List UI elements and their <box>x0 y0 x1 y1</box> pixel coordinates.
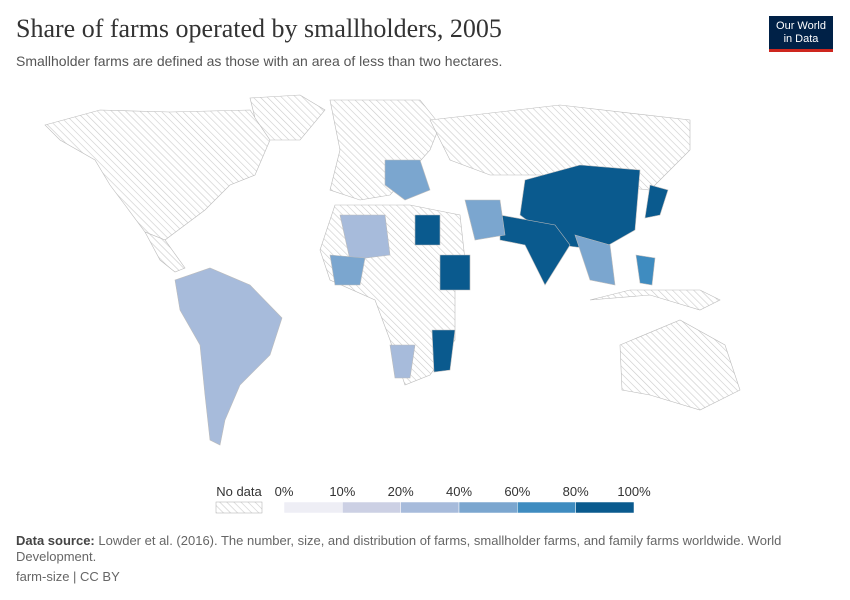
legend-label: 80% <box>563 484 589 499</box>
legend-label: 20% <box>388 484 414 499</box>
legend-swatch <box>283 501 343 514</box>
logo-line: Our World <box>776 20 826 32</box>
legend-label: 100% <box>617 484 651 499</box>
footer: Data source: Lowder et al. (2016). The n… <box>16 533 796 565</box>
legend-swatch <box>342 501 401 514</box>
countries <box>44 94 741 446</box>
legend-swatch <box>400 501 460 514</box>
legend-swatch <box>517 501 576 514</box>
legend-swatch <box>575 501 635 514</box>
source: Lowder et al. (2016). The number, size, … <box>16 533 782 564</box>
source-label: Data source: <box>16 533 95 548</box>
legend-label: 10% <box>329 484 355 499</box>
legend-label: 40% <box>446 484 472 499</box>
legend-label: 60% <box>504 484 530 499</box>
legend-label: No data <box>216 484 262 499</box>
logo-line: in Data <box>783 33 819 45</box>
chart-id: farm-size | CC BY <box>16 569 120 584</box>
map: No data 0% 10% 20% 40% 60% 80% 100% <box>44 94 741 514</box>
legend-swatch <box>458 501 518 514</box>
legend-label: 0% <box>275 484 294 499</box>
title: Share of farms operated by smallholders,… <box>16 14 502 43</box>
legend: No data 0% 10% 20% 40% 60% 80% 100% <box>215 484 651 514</box>
logo[interactable]: Our World in Data <box>769 16 833 52</box>
subtitle: Smallholder farms are defined as those w… <box>16 53 503 69</box>
legend-no-data <box>215 501 263 514</box>
